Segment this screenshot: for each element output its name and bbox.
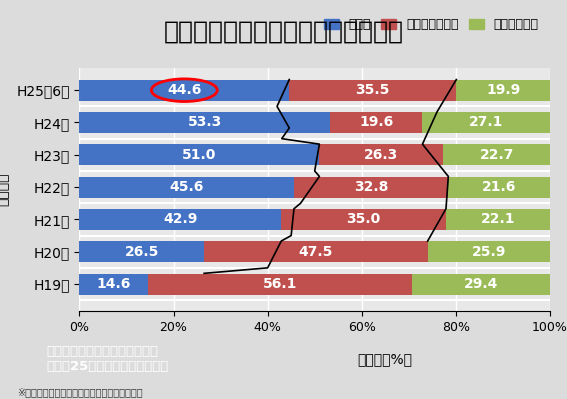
Text: 42.9: 42.9	[163, 212, 197, 226]
Bar	[204, 241, 428, 262]
Text: 45.6: 45.6	[170, 180, 204, 194]
Legend: 変動型, 固定期間選択型, 全期間固定型: 変動型, 固定期間選択型, 全期間固定型	[319, 13, 544, 36]
Text: 21.6: 21.6	[482, 180, 517, 194]
Bar	[79, 273, 148, 294]
Text: 56.1: 56.1	[263, 277, 297, 291]
Bar	[443, 144, 550, 165]
Text: 29.4: 29.4	[464, 277, 498, 291]
Text: ※住宅金融支援機構公表のデータを元に編集。: ※住宅金融支援機構公表のデータを元に編集。	[17, 387, 143, 397]
Bar	[456, 80, 550, 101]
Text: 47.5: 47.5	[299, 245, 333, 259]
Text: 19.6: 19.6	[359, 115, 393, 130]
Bar	[428, 241, 549, 262]
Text: 44.6: 44.6	[167, 83, 201, 97]
Bar	[330, 112, 422, 133]
Bar	[446, 209, 550, 230]
Text: 構成比（%）: 構成比（%）	[357, 352, 412, 366]
Bar	[148, 273, 412, 294]
Bar	[79, 177, 294, 198]
Text: 19.9: 19.9	[486, 83, 521, 97]
Text: 変動型利用者が年々増加してい
たが、25年度はやや減少傾向。: 変動型利用者が年々増加してい たが、25年度はやや減少傾向。	[46, 345, 168, 373]
Text: 26.5: 26.5	[125, 245, 159, 259]
Text: 35.0: 35.0	[346, 212, 381, 226]
Bar	[412, 273, 551, 294]
Bar	[79, 112, 330, 133]
Bar	[281, 209, 446, 230]
Text: 25.9: 25.9	[471, 245, 506, 259]
Text: 22.1: 22.1	[481, 212, 515, 226]
Text: 53.3: 53.3	[188, 115, 222, 130]
Text: 51.0: 51.0	[182, 148, 217, 162]
Bar	[79, 144, 319, 165]
Text: 22.7: 22.7	[479, 148, 514, 162]
Bar	[79, 241, 204, 262]
Text: 14.6: 14.6	[96, 277, 131, 291]
Bar	[422, 112, 550, 133]
Bar	[319, 144, 443, 165]
Bar	[448, 177, 550, 198]
Text: 35.5: 35.5	[356, 83, 390, 97]
Bar	[79, 80, 289, 101]
Bar	[294, 177, 448, 198]
Text: 民間住宅ローン利用者の金利タイプ: 民間住宅ローン利用者の金利タイプ	[163, 20, 404, 44]
Text: 26.3: 26.3	[364, 148, 399, 162]
Y-axis label: 調査時期: 調査時期	[0, 173, 9, 206]
Text: 27.1: 27.1	[469, 115, 503, 130]
Text: 32.8: 32.8	[354, 180, 388, 194]
Bar	[79, 209, 281, 230]
Bar	[289, 80, 456, 101]
